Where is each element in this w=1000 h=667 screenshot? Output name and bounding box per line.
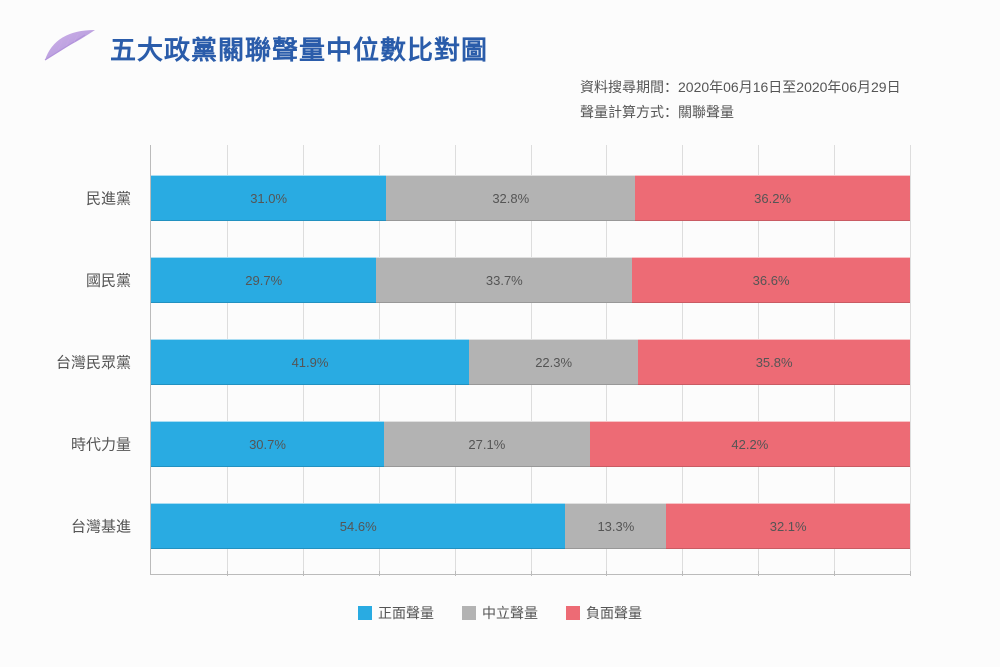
category-label: 時代力量 [41, 434, 141, 455]
bar-segment-neutral: 13.3% [565, 503, 666, 549]
chart-legend: 正面聲量 中立聲量 負面聲量 [40, 603, 960, 623]
x-tick [531, 571, 537, 576]
bar-segment-neutral: 22.3% [469, 339, 638, 385]
chart-plot-area: 民進黨31.0%32.8%36.2% 國民黨29.7%33.7%36.6% 台灣民眾… [150, 145, 910, 575]
bar-wrap: 31.0%32.8%36.2% [151, 175, 910, 221]
legend-swatch [358, 606, 372, 620]
bar-row: 台灣基進54.6%13.3%32.1% [151, 503, 910, 549]
x-tick [606, 571, 612, 576]
x-tick [834, 571, 840, 576]
bar-segment-positive: 31.0% [151, 175, 386, 221]
bar-segment-negative: 32.1% [666, 503, 910, 549]
feather-icon [40, 25, 100, 65]
x-tick [682, 571, 688, 576]
x-tick [227, 571, 233, 576]
x-tick [379, 571, 385, 576]
bar-wrap: 54.6%13.3%32.1% [151, 503, 910, 549]
category-label: 民進黨 [41, 188, 141, 209]
bar-row: 台灣民眾黨41.9%22.3%35.8% [151, 339, 910, 385]
bar-segment-neutral: 27.1% [384, 421, 590, 467]
bar-segment-positive: 30.7% [151, 421, 384, 467]
bar-segment-neutral: 33.7% [376, 257, 632, 303]
bar-segment-positive: 41.9% [151, 339, 469, 385]
category-label: 台灣民眾黨 [41, 352, 141, 373]
bar-segment-negative: 42.2% [590, 421, 910, 467]
category-label: 國民黨 [41, 270, 141, 291]
legend-swatch [462, 606, 476, 620]
category-label: 台灣基進 [41, 516, 141, 537]
bar-segment-positive: 29.7% [151, 257, 376, 303]
meta-date-range: 資料搜尋期間：2020年06月16日至2020年06月29日 [580, 75, 960, 100]
x-tick [910, 571, 916, 576]
bar-segment-neutral: 32.8% [386, 175, 635, 221]
legend-item-negative: 負面聲量 [566, 603, 642, 623]
meta-method: 聲量計算方式：關聯聲量 [580, 100, 960, 125]
legend-label: 負面聲量 [586, 603, 642, 623]
x-tick [303, 571, 309, 576]
x-tick [455, 571, 461, 576]
legend-swatch [566, 606, 580, 620]
chart-title: 五大政黨關聯聲量中位數比對圖 [110, 30, 488, 67]
header: 五大政黨關聯聲量中位數比對圖 [40, 30, 960, 67]
bar-segment-negative: 35.8% [638, 339, 910, 385]
bar-wrap: 41.9%22.3%35.8% [151, 339, 910, 385]
legend-item-neutral: 中立聲量 [462, 603, 538, 623]
bar-segment-negative: 36.6% [632, 257, 910, 303]
bar-row: 國民黨29.7%33.7%36.6% [151, 257, 910, 303]
chart-container: 五大政黨關聯聲量中位數比對圖 資料搜尋期間：2020年06月16日至2020年0… [0, 0, 1000, 667]
legend-label: 中立聲量 [482, 603, 538, 623]
chart-meta: 資料搜尋期間：2020年06月16日至2020年06月29日 聲量計算方式：關聯… [580, 75, 960, 125]
bar-row: 民進黨31.0%32.8%36.2% [151, 175, 910, 221]
gridline [910, 145, 911, 574]
legend-item-positive: 正面聲量 [358, 603, 434, 623]
bar-wrap: 30.7%27.1%42.2% [151, 421, 910, 467]
x-tick [758, 571, 764, 576]
bar-segment-negative: 36.2% [635, 175, 910, 221]
bar-segment-positive: 54.6% [151, 503, 565, 549]
legend-label: 正面聲量 [378, 603, 434, 623]
bar-wrap: 29.7%33.7%36.6% [151, 257, 910, 303]
bar-row: 時代力量30.7%27.1%42.2% [151, 421, 910, 467]
